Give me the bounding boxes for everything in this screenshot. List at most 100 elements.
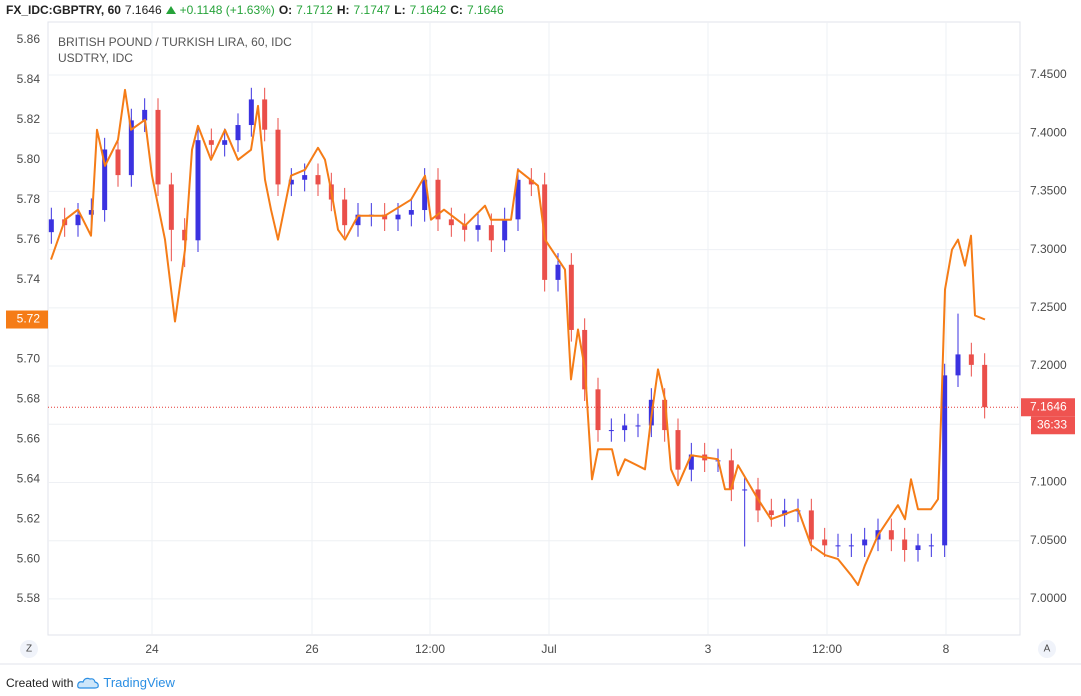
button-bg[interactable] xyxy=(20,640,38,658)
countdown: 36:33 xyxy=(1037,417,1067,431)
y-tick-label: 5.68 xyxy=(17,392,41,406)
x-tick-label: 24 xyxy=(145,642,159,656)
plot-frame xyxy=(47,21,1021,636)
y-tick-label: 5.80 xyxy=(17,152,41,166)
candle-body xyxy=(315,175,321,185)
countdown-bg xyxy=(1031,416,1075,435)
candle-body xyxy=(208,140,214,145)
candle-body xyxy=(448,219,454,226)
y2-tick-label: 7.3000 xyxy=(1030,242,1067,256)
candle-body xyxy=(928,545,934,547)
line-series xyxy=(50,88,986,587)
auto-button[interactable]: A xyxy=(1044,644,1051,655)
candle-body xyxy=(288,179,294,185)
candle-body xyxy=(635,425,641,427)
candle-body xyxy=(955,354,961,376)
x-tick-label: Jul xyxy=(541,642,556,656)
y-tick-label: 5.86 xyxy=(17,32,41,46)
candle-body xyxy=(155,109,161,185)
y-tick-label: 5.60 xyxy=(17,551,41,565)
candle-body xyxy=(915,545,921,551)
candle-body xyxy=(688,454,694,470)
marks xyxy=(48,87,1020,587)
ohlc-value: 7.1646 xyxy=(466,3,504,17)
candle-body xyxy=(822,539,828,546)
ohlc-label: L: xyxy=(394,3,406,17)
candle-body xyxy=(395,214,401,220)
candle-body xyxy=(608,430,614,432)
price-label: 7.1646 xyxy=(1030,399,1067,413)
candle-body xyxy=(462,225,468,230)
y-tick-label: 5.82 xyxy=(17,112,41,126)
header: FX_IDC:GBPTRY, 60 7.1646 +0.1148 (+1.63%… xyxy=(6,3,504,17)
candle-body xyxy=(742,489,748,491)
y2-tick-label: 7.0000 xyxy=(1030,591,1067,605)
x-tick-label: 12:00 xyxy=(415,642,445,656)
y-tick-label: 5.70 xyxy=(17,352,41,366)
y-tick-label: 5.74 xyxy=(17,272,41,286)
candle-body xyxy=(622,425,628,431)
x-tick-label: 8 xyxy=(943,642,950,656)
candle-body xyxy=(862,539,868,546)
change: +0.1148 (+1.63%) xyxy=(179,3,275,17)
candle-body xyxy=(195,140,201,241)
y-tick-label: 5.76 xyxy=(17,232,41,246)
legend-main: BRITISH POUND / TURKISH LIRA, 60, IDC xyxy=(58,35,292,49)
candle-body xyxy=(435,179,441,220)
candle-body xyxy=(235,125,241,141)
candle-body xyxy=(75,214,81,226)
candle-body xyxy=(262,99,268,130)
candle-body xyxy=(555,264,561,280)
candle-body xyxy=(528,179,534,185)
y2-tick-label: 7.4000 xyxy=(1030,125,1067,139)
x-tick-label: 3 xyxy=(705,642,712,656)
ohlc-value: 7.1747 xyxy=(353,3,391,17)
candle-body xyxy=(302,175,308,180)
y2-tick-label: 7.2000 xyxy=(1030,358,1067,372)
candle-body xyxy=(728,460,734,490)
price-label-bg xyxy=(1021,398,1075,417)
candle-body xyxy=(515,179,521,220)
candle-body xyxy=(942,375,948,546)
candle-body xyxy=(342,199,348,226)
candle-body xyxy=(182,229,188,241)
scale-button[interactable]: Z xyxy=(26,644,32,655)
candle-body xyxy=(982,364,988,408)
y-tick-label: 5.84 xyxy=(17,72,41,86)
candle-body xyxy=(888,530,894,540)
logo xyxy=(77,677,100,689)
candle-body xyxy=(488,225,494,241)
candle-body xyxy=(808,510,814,540)
candle-body xyxy=(662,399,668,431)
candle-body xyxy=(582,329,588,390)
symbol: FX_IDC:GBPTRY, 60 xyxy=(6,3,121,17)
candle-body xyxy=(275,129,281,185)
candle-body xyxy=(568,264,574,330)
candle-body xyxy=(848,545,854,547)
up-arrow xyxy=(165,6,176,14)
x-tick-label: 12:00 xyxy=(812,642,842,656)
candle-body xyxy=(142,109,148,121)
candle-body xyxy=(248,99,254,126)
y2-tick-label: 7.3500 xyxy=(1030,184,1067,198)
y-tick-label: 5.62 xyxy=(17,511,41,525)
candle-body xyxy=(595,389,601,431)
y-tick-label: 5.58 xyxy=(17,591,41,605)
footer-brand[interactable]: TradingView xyxy=(103,675,175,690)
ohlc-label: O: xyxy=(278,3,293,17)
y-tick-label: 5.66 xyxy=(17,431,41,445)
candle-body xyxy=(502,219,508,241)
candle-body xyxy=(355,214,361,226)
candle-body xyxy=(128,120,134,176)
candle-body xyxy=(475,225,481,230)
y-tick-label: 5.78 xyxy=(17,192,41,206)
candle-body xyxy=(902,539,908,551)
y2-tick-label: 7.2500 xyxy=(1030,300,1067,314)
button-bg[interactable] xyxy=(1038,640,1056,658)
candle-body xyxy=(115,149,121,176)
candle-body xyxy=(968,354,974,365)
candle-body xyxy=(422,179,428,211)
ohlc-value: 7.1712 xyxy=(296,3,333,17)
